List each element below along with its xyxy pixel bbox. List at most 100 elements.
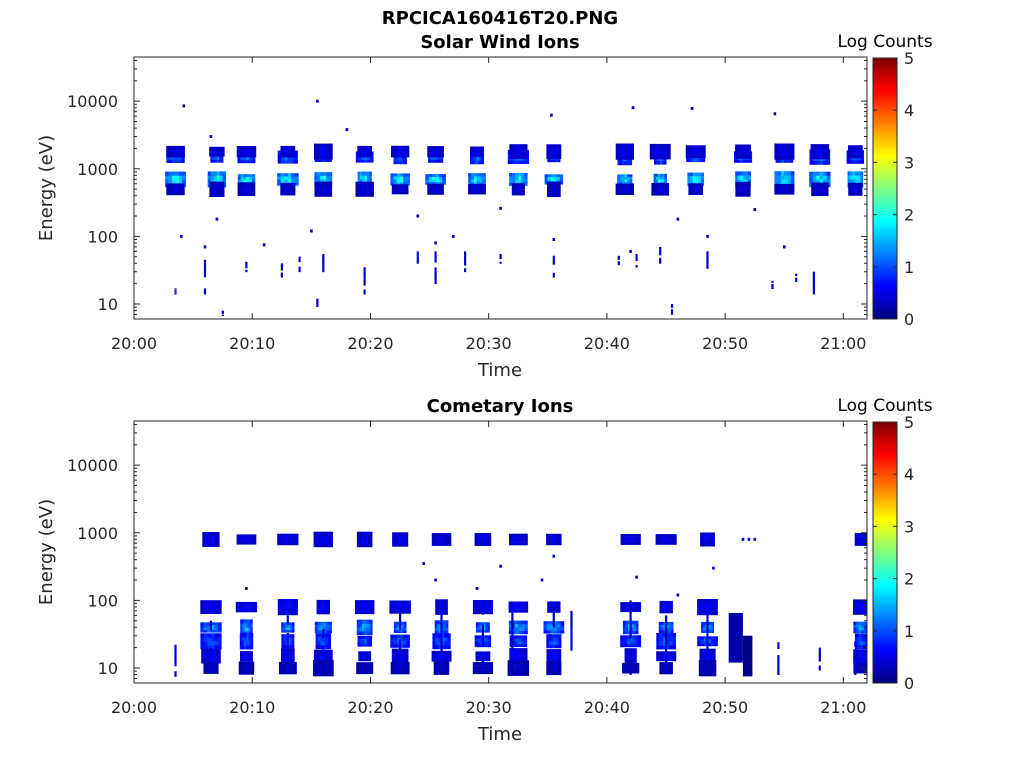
heatmap-cell	[771, 280, 774, 283]
heatmap-cell	[488, 539, 492, 543]
heatmap-cell	[240, 148, 244, 152]
heatmap-cell	[471, 182, 475, 186]
heatmap-cell	[666, 656, 670, 659]
heatmap-cell	[548, 144, 552, 149]
heatmap-cell	[553, 624, 558, 628]
heatmap-cell	[320, 627, 324, 631]
heatmap-cell	[546, 542, 549, 546]
heatmap-cell	[485, 658, 488, 662]
heatmap-cell	[246, 606, 251, 610]
heatmap-cell	[400, 539, 403, 544]
heatmap-cell	[700, 539, 703, 543]
heatmap-cell	[390, 665, 395, 669]
heatmap-cell	[249, 185, 253, 190]
heatmap-cell	[447, 542, 452, 546]
heatmap-cell	[407, 610, 411, 614]
heatmap-cell	[854, 663, 857, 670]
heatmap-cell	[290, 186, 293, 190]
heatmap-cell	[547, 609, 550, 613]
heatmap-cell	[210, 662, 214, 666]
heatmap-cell	[787, 155, 792, 160]
heatmap-cell	[669, 656, 673, 659]
heatmap-cell	[237, 182, 241, 187]
heatmap-cell	[482, 629, 486, 633]
heatmap-cell	[710, 636, 715, 639]
heatmap-cell	[777, 661, 780, 669]
heatmap-cell	[357, 179, 361, 184]
heatmap-cell	[210, 603, 215, 608]
heatmap-cell	[249, 601, 254, 605]
heatmap-cell	[362, 179, 365, 184]
heatmap-cell	[245, 261, 248, 265]
heatmap-cell	[447, 637, 451, 642]
heatmap-cell	[485, 629, 488, 633]
heatmap-cell	[670, 610, 673, 614]
heatmap-cell	[362, 171, 365, 176]
heatmap-cell	[438, 650, 442, 654]
heatmap-cell	[406, 176, 410, 180]
heatmap-cell	[657, 179, 661, 183]
heatmap-cell	[825, 151, 830, 156]
heatmap-cell	[446, 664, 450, 669]
heatmap-cell	[214, 637, 219, 642]
heatmap-cell	[476, 156, 480, 161]
heatmap-cell	[822, 182, 826, 187]
heatmap-cell	[552, 238, 556, 241]
heatmap-cell	[203, 662, 207, 666]
heatmap-cell	[622, 670, 626, 674]
heatmap-cell	[240, 154, 244, 158]
heatmap-cell	[825, 185, 829, 190]
heatmap-cell	[655, 176, 659, 180]
heatmap-cell	[285, 624, 288, 628]
heatmap-cell	[812, 286, 815, 291]
heatmap-cell	[394, 648, 398, 653]
heatmap-cell	[553, 542, 557, 546]
heatmap-cell	[518, 623, 522, 628]
heatmap-cell	[217, 606, 222, 611]
heatmap-cell	[201, 648, 205, 653]
heatmap-cell	[852, 154, 856, 159]
heatmap-cell	[361, 189, 365, 194]
heatmap-cell	[546, 644, 550, 649]
heatmap-cell	[857, 192, 861, 196]
heatmap-cell	[478, 629, 481, 633]
heatmap-cell	[476, 173, 481, 177]
heatmap-cell	[207, 624, 212, 628]
heatmap-cell	[317, 649, 321, 654]
heatmap-cell	[521, 656, 525, 661]
heatmap-cell	[207, 627, 212, 631]
heatmap-cell	[482, 653, 486, 657]
heatmap-cell	[425, 174, 429, 177]
heatmap-cell	[627, 609, 631, 613]
heatmap-cell	[399, 658, 402, 669]
heatmap-cell	[476, 665, 480, 669]
heatmap-cell	[633, 542, 638, 545]
heatmap-cell	[367, 606, 372, 611]
heatmap-cell	[635, 630, 639, 635]
heatmap-cell	[248, 637, 251, 642]
heatmap-cell	[559, 176, 564, 180]
heatmap-cell	[221, 192, 225, 197]
heatmap-cell	[397, 154, 401, 158]
heatmap-cell	[207, 600, 212, 604]
heatmap-cell	[221, 310, 224, 312]
heatmap-cell	[670, 627, 674, 631]
heatmap-cell	[524, 652, 528, 657]
heatmap-cell	[392, 606, 397, 611]
heatmap-cell	[181, 159, 185, 163]
heatmap-cell	[548, 656, 552, 660]
heatmap-cell	[856, 539, 860, 543]
heatmap-cell	[244, 633, 247, 638]
heatmap-cell	[481, 149, 484, 152]
heatmap-cell	[316, 610, 320, 615]
heatmap-cell	[615, 183, 619, 187]
heatmap-cell	[321, 606, 324, 611]
y-tick-label: 10	[98, 659, 118, 678]
heatmap-cell	[438, 181, 443, 185]
heatmap-cell	[403, 637, 407, 642]
heatmap-cell	[323, 535, 327, 540]
heatmap-cell	[318, 633, 321, 638]
heatmap-cell	[657, 183, 661, 187]
heatmap-cell	[630, 183, 634, 187]
